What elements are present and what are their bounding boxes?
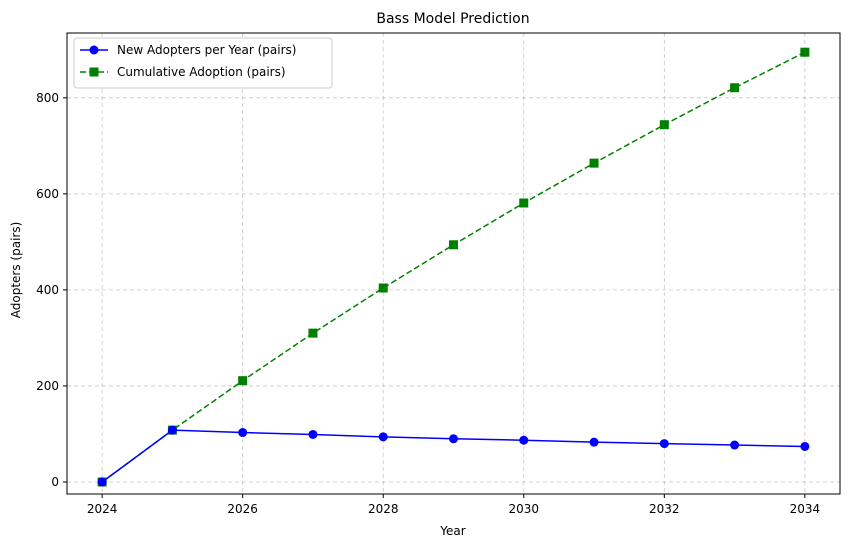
series-1 [97,425,810,487]
x-tick-label: 2030 [508,502,539,516]
data-point [730,83,740,93]
x-tick-label: 2026 [227,502,258,516]
data-point [97,477,107,487]
y-tick-label: 200 [36,379,59,393]
legend-label: New Adopters per Year (pairs) [117,43,296,57]
data-point [589,437,599,447]
data-point [308,328,318,338]
legend-label: Cumulative Adoption (pairs) [117,65,286,79]
y-axis: 0 200 400 600 800 [36,91,67,489]
series-line [101,51,806,483]
chart-title: Bass Model Prediction [376,11,529,27]
y-tick-label: 0 [51,475,59,489]
x-tick-label: 2028 [368,502,399,516]
y-tick-label: 800 [36,91,59,105]
data-point [238,428,248,438]
legend-marker [89,67,99,77]
data-point [519,435,529,445]
data-point [449,434,458,444]
legend-box [73,37,333,89]
data-point [800,441,810,451]
grid [67,33,840,494]
plot-area-frame [66,32,841,495]
data-point [659,439,669,449]
x-tick-label: 2032 [649,502,680,516]
series-layer [97,47,810,487]
x-axis: 2024 2026 2028 2030 2032 2034 [87,494,820,516]
x-tick-label: 2024 [87,502,118,516]
y-axis-label: Adopters (pairs) [9,222,23,319]
x-axis-label: Year [439,524,465,538]
data-point [659,120,669,130]
series-2 [97,47,810,487]
legend-marker [89,45,99,55]
legend: New Adopters per Year (pairs) Cumulative … [73,37,333,89]
data-point [800,47,810,57]
data-point [238,376,248,386]
data-point [730,440,740,450]
data-point [378,432,388,442]
data-point [589,158,599,168]
data-point [449,240,458,250]
data-point [378,283,388,293]
y-tick-label: 400 [36,283,59,297]
x-tick-label: 2034 [790,502,821,516]
data-point [167,425,177,435]
data-point [519,198,529,208]
data-point [308,429,318,439]
y-tick-label: 600 [36,187,59,201]
